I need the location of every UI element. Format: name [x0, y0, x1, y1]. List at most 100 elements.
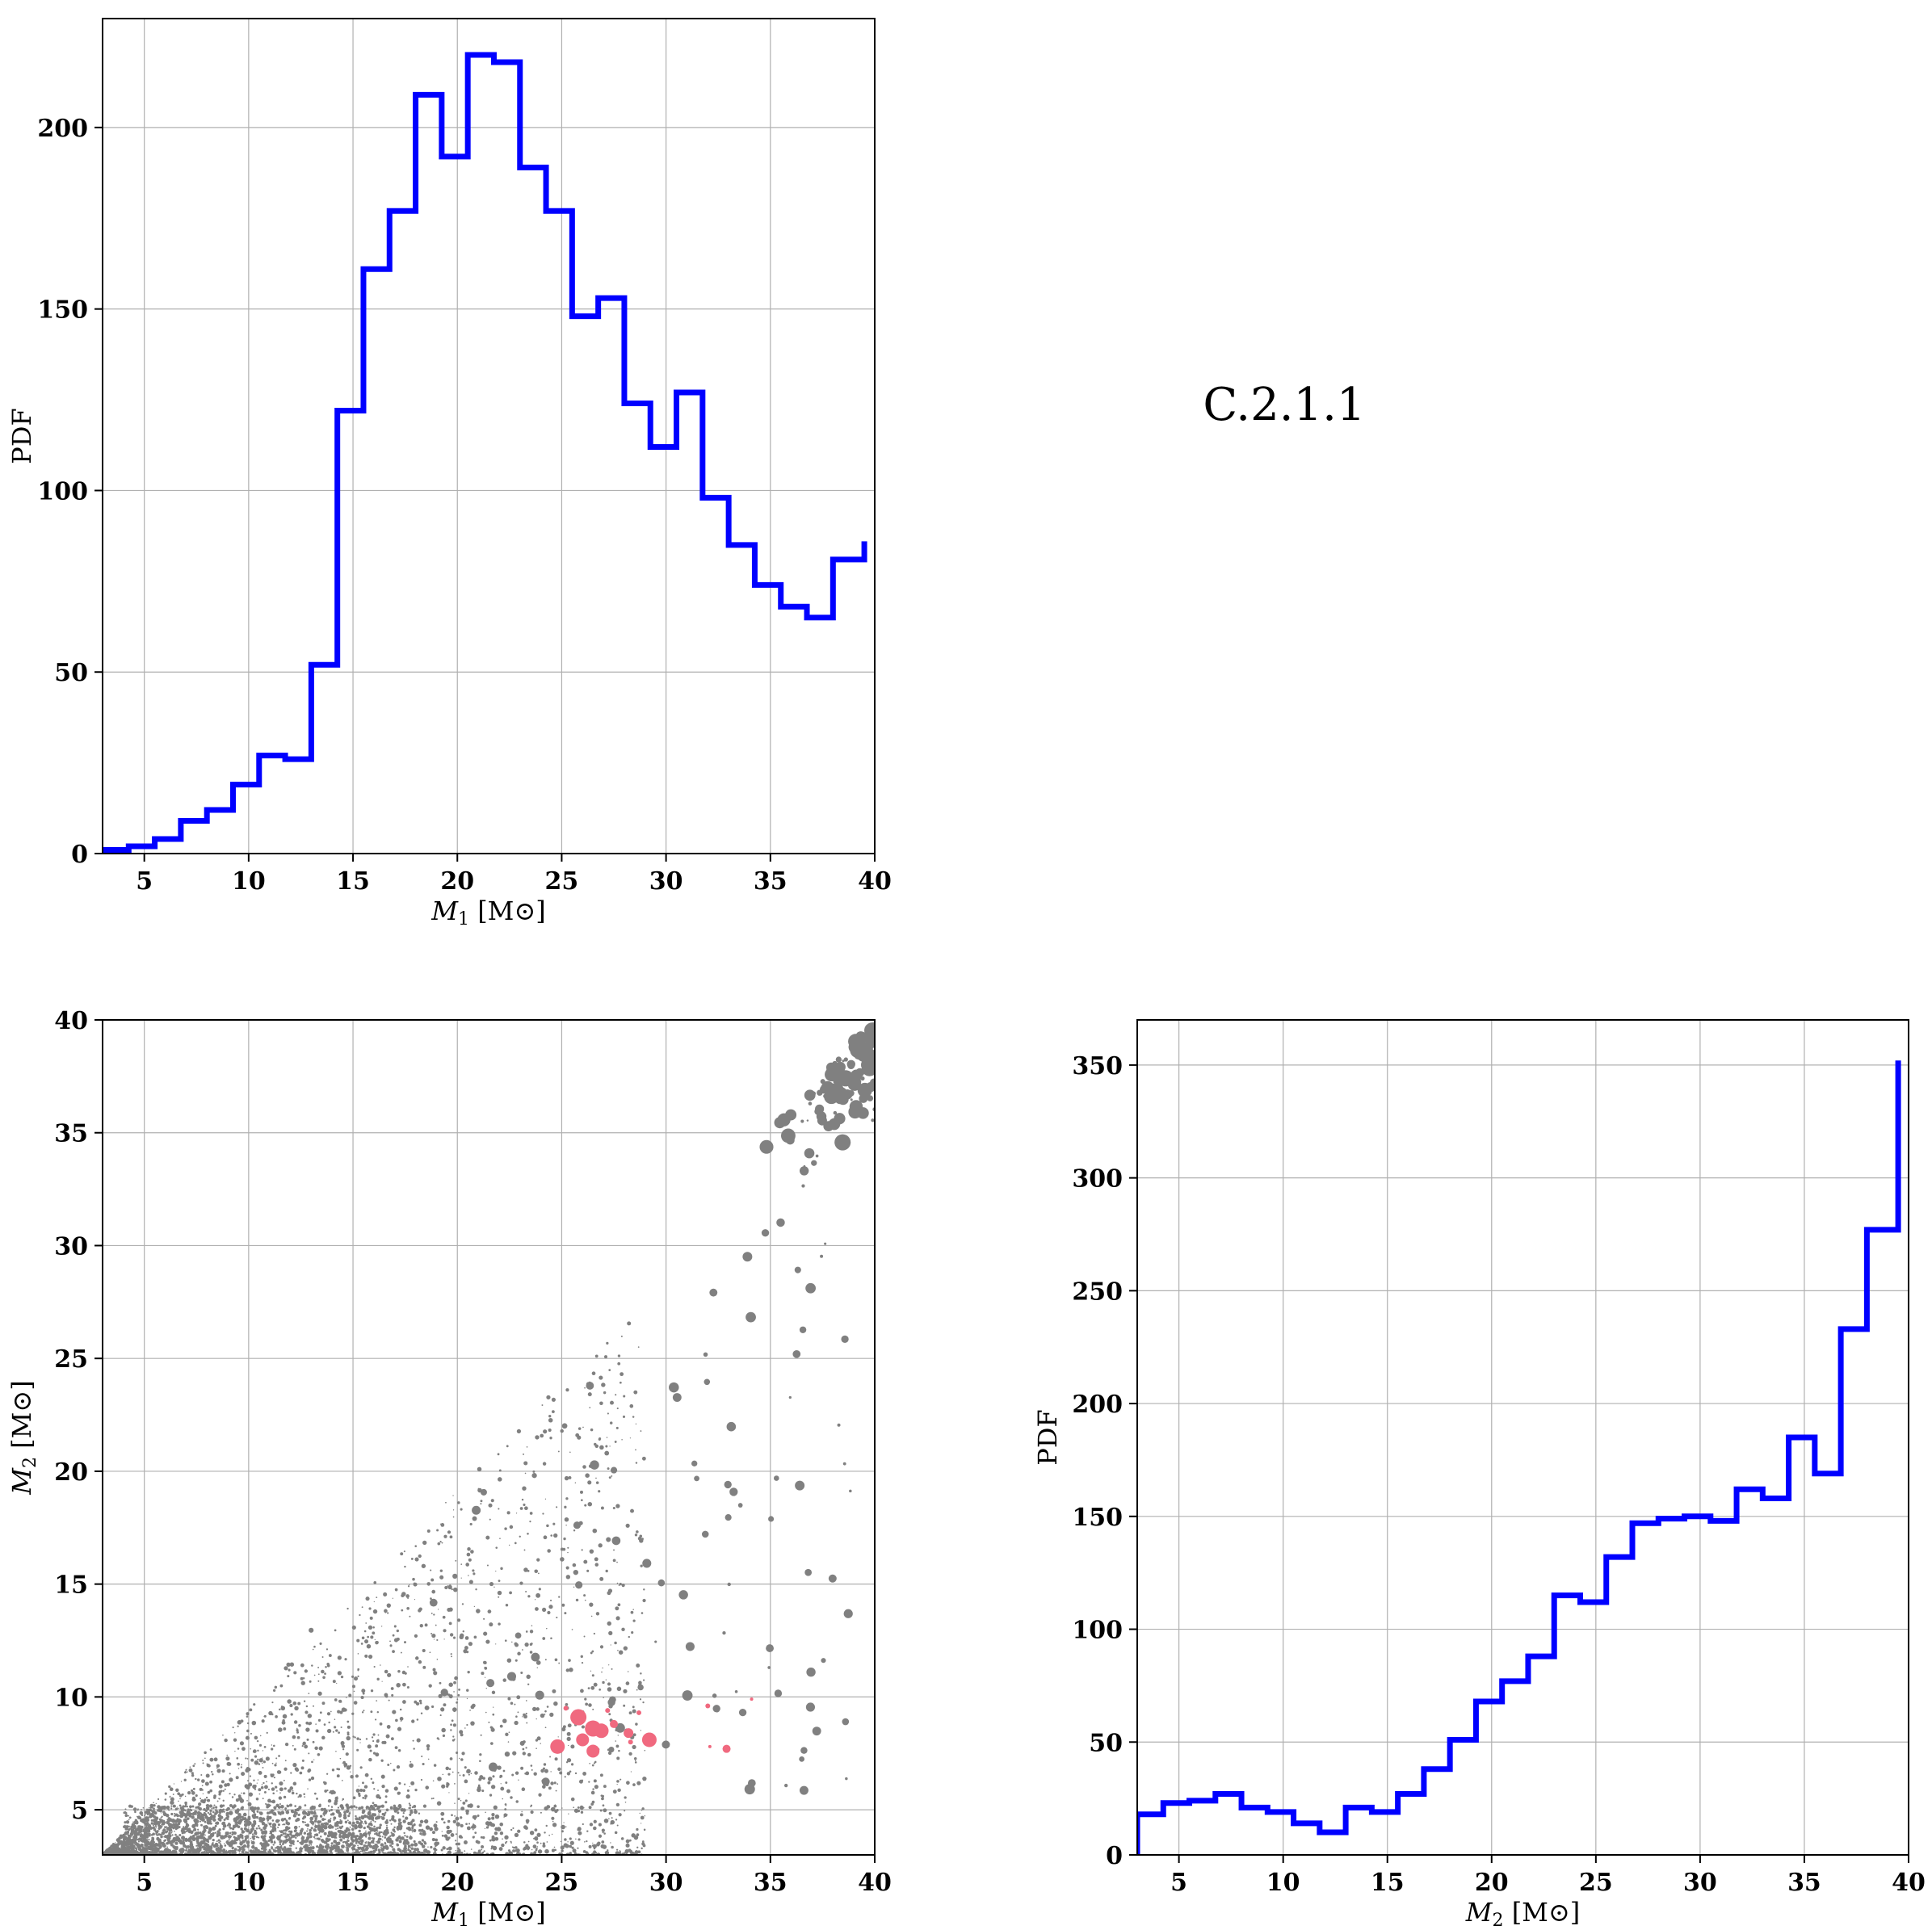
y-tick-label: 50 [54, 659, 88, 687]
scatter-point [352, 1735, 355, 1738]
scatter-point [213, 1757, 218, 1762]
scatter-point [292, 1763, 297, 1768]
scatter-point [233, 1836, 236, 1839]
scatter-point [536, 1660, 541, 1665]
scatter-point [353, 1690, 355, 1693]
scatter-point [239, 1809, 242, 1811]
scatter-point [405, 1816, 409, 1820]
scatter-point [617, 1788, 621, 1793]
histogram-bin [1554, 1596, 1580, 1855]
scatter-point [542, 1844, 546, 1848]
scatter-point [178, 1815, 180, 1817]
scatter-point [393, 1786, 398, 1791]
scatter-point [600, 1794, 603, 1798]
histogram-bin [546, 211, 572, 854]
scatter-point [638, 1851, 641, 1853]
scatter-point [363, 1832, 368, 1836]
scatter-point [425, 1825, 430, 1830]
x-tick-label: 5 [136, 1869, 153, 1897]
scatter-point [151, 1806, 153, 1809]
scatter-point [126, 1831, 130, 1835]
scatter-point [523, 1461, 528, 1466]
scatter-point [380, 1804, 384, 1808]
scatter-point [527, 1848, 530, 1851]
scatter-point [561, 1849, 564, 1852]
scatter-point [208, 1848, 211, 1850]
y-tick-label: 25 [54, 1345, 88, 1374]
scatter-point [262, 1831, 264, 1834]
scatter-point [841, 1335, 849, 1343]
scatter-point [165, 1852, 166, 1854]
scatter-point [264, 1844, 267, 1846]
histogram-bin [1711, 1521, 1737, 1855]
highlight-point [705, 1703, 711, 1709]
scatter-point [246, 1844, 250, 1848]
scatter-point [153, 1826, 155, 1828]
scatter-point [498, 1580, 501, 1583]
scatter-point [314, 1824, 318, 1828]
scatter-point [616, 1756, 620, 1760]
scatter-point [221, 1808, 225, 1811]
histogram-bin [833, 560, 864, 854]
scatter-point [271, 1747, 274, 1751]
scatter-point [846, 1059, 856, 1069]
scatter-point [488, 1721, 490, 1723]
scatter-point [447, 1585, 449, 1587]
scatter-point [402, 1682, 406, 1687]
scatter-point [446, 1785, 449, 1788]
scatter-point [398, 1781, 401, 1785]
scatter-point [355, 1837, 359, 1842]
scatter-point [380, 1831, 382, 1833]
scatter-point [378, 1796, 381, 1799]
scatter-point [474, 1771, 478, 1775]
scatter-point [284, 1823, 286, 1826]
scatter-point [514, 1643, 519, 1647]
scatter-point [258, 1771, 262, 1775]
scatter-point [572, 1848, 577, 1853]
scatter-point [114, 1845, 118, 1850]
scatter-point [212, 1810, 215, 1814]
scatter-point [179, 1798, 181, 1800]
scatter-point [485, 1688, 487, 1689]
scatter-point [536, 1592, 541, 1598]
scatter-point [536, 1747, 537, 1750]
scatter-point [363, 1710, 365, 1712]
scatter-point [485, 1639, 490, 1644]
scatter-point [442, 1734, 446, 1738]
scatter-point [624, 1810, 626, 1812]
scatter-point [458, 1835, 463, 1839]
scatter-point [258, 1788, 262, 1792]
scatter-point [632, 1783, 636, 1786]
scatter-point [588, 1844, 592, 1848]
histogram-bin [1137, 1815, 1163, 1855]
scatter-point [361, 1711, 364, 1714]
scatter-point [724, 1480, 732, 1489]
scatter-point [366, 1825, 370, 1828]
scatter-point [538, 1588, 541, 1591]
scatter-point [340, 1806, 345, 1810]
scatter-point [449, 1535, 453, 1539]
scatter-point [332, 1680, 336, 1684]
histogram-bin [1371, 1812, 1397, 1855]
scatter-point [361, 1810, 365, 1815]
scatter-point [456, 1752, 459, 1755]
scatter-point [452, 1495, 454, 1496]
scatter-point [472, 1851, 477, 1855]
scatter-point [742, 1252, 753, 1262]
scatter-point [271, 1799, 276, 1804]
scatter-point [566, 1772, 570, 1776]
scatter-point [153, 1819, 157, 1822]
scatter-point [186, 1848, 188, 1850]
scatter-point [845, 1079, 849, 1083]
scatter-point [309, 1816, 314, 1821]
scatter-point [496, 1827, 502, 1831]
scatter-point [336, 1768, 339, 1770]
x-tick-label: 20 [440, 867, 474, 896]
scatter-point [133, 1820, 138, 1825]
histogram-bin [311, 665, 337, 854]
scatter-point [490, 1727, 494, 1730]
scatter-point [685, 1642, 695, 1651]
scatter-point [219, 1844, 222, 1846]
scatter-point [136, 1809, 139, 1811]
